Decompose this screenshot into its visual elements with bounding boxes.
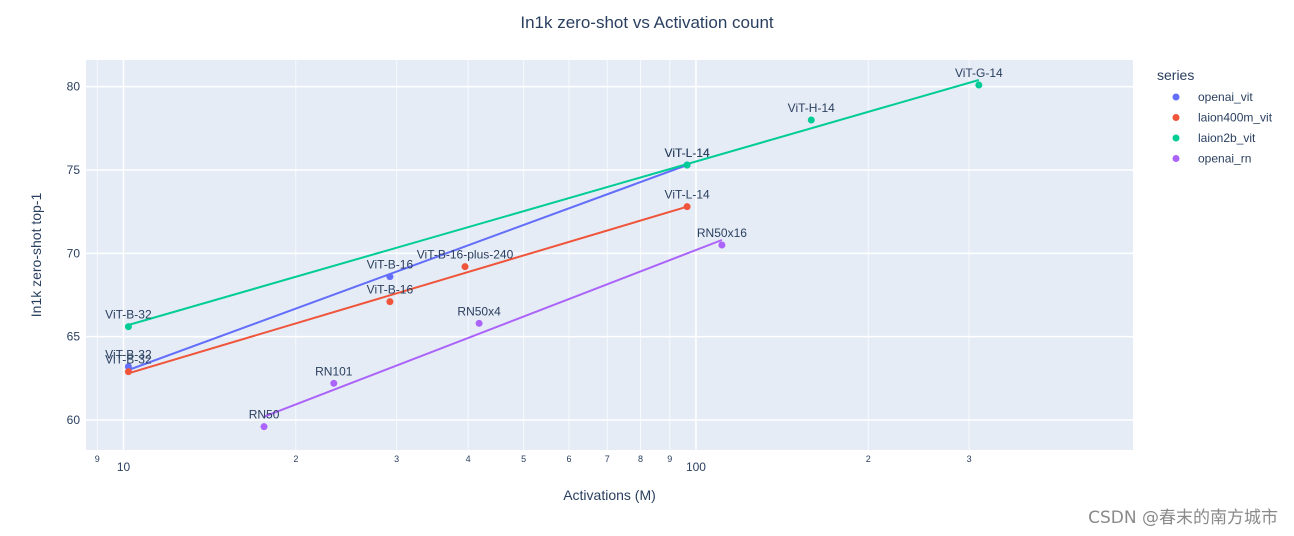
trend-line-laion2b_vit — [128, 79, 980, 326]
point-label: ViT-L-14 — [665, 146, 710, 160]
trend-line-laion400m_vit — [128, 205, 688, 375]
x-minor-tick-label: 3 — [967, 454, 972, 464]
point-label: RN101 — [315, 364, 353, 378]
y-tick-label: 60 — [67, 413, 81, 427]
x-minor-tick-label: 7 — [605, 454, 610, 464]
data-points — [124, 81, 983, 431]
data-point — [124, 323, 132, 331]
x-minor-tick-label: 4 — [466, 454, 471, 464]
data-point — [386, 298, 394, 306]
x-minor-tick-label: 9 — [667, 454, 672, 464]
y-tick-label: 75 — [67, 163, 81, 177]
x-minor-tick-label: 5 — [521, 454, 526, 464]
y-tick-label: 65 — [67, 330, 81, 344]
x-minor-tick-label: 3 — [394, 454, 399, 464]
trend-lines — [128, 79, 980, 418]
point-label: ViT-B-16-plus-240 — [417, 248, 514, 262]
grid — [86, 60, 1133, 450]
legend-label: laion400m_vit — [1198, 111, 1273, 125]
data-point — [475, 319, 483, 327]
point-label: ViT-G-14 — [955, 66, 1003, 80]
point-labels: ViT-B-32 ViT-B-16 ViT-L-14 ViT-B-32 ViT-B-16… — [105, 66, 1003, 422]
y-axis: 60 65 70 75 80 — [67, 80, 81, 427]
data-point — [975, 81, 983, 89]
data-point — [330, 379, 338, 387]
legend-marker — [1172, 93, 1180, 101]
data-point — [124, 368, 132, 376]
point-label: ViT-B-16 — [367, 258, 414, 272]
x-axis: 9 2 3 4 5 6 7 8 9 2 3 10 100 — [95, 454, 972, 474]
x-minor-tick-label: 8 — [638, 454, 643, 464]
point-label: RN50x16 — [697, 226, 747, 240]
x-tick-label: 100 — [686, 460, 706, 474]
trend-line-openai_vit — [128, 164, 688, 371]
plot-area — [86, 60, 1133, 450]
y-tick-label: 70 — [67, 246, 81, 260]
x-minor-tick-label: 2 — [293, 454, 298, 464]
point-label: ViT-B-32 — [105, 308, 152, 322]
x-tick-label: 10 — [117, 460, 131, 474]
y-tick-label: 80 — [67, 80, 81, 94]
point-label: RN50x4 — [457, 304, 501, 318]
x-minor-tick-label: 9 — [95, 454, 100, 464]
x-axis-title: Activations (M) — [563, 487, 656, 503]
data-point — [683, 203, 691, 211]
point-label: ViT-B-32 — [105, 353, 152, 367]
point-label: ViT-L-14 — [665, 188, 710, 202]
legend-label: openai_rn — [1198, 152, 1251, 166]
data-point — [683, 161, 691, 169]
chart-title: In1k zero-shot vs Activation count — [520, 13, 774, 32]
point-label: ViT-B-32 — [105, 348, 152, 362]
trend-line-openai_rn — [263, 239, 723, 418]
legend: series openai_vit laion400m_vit laion2b_vi… — [1157, 67, 1273, 166]
legend-label: laion2b_vit — [1198, 131, 1256, 145]
watermark: CSDN @春末的南方城市 — [1088, 508, 1278, 528]
x-minor-tick-label: 2 — [866, 454, 871, 464]
data-point — [386, 273, 394, 281]
point-label: ViT-H-14 — [788, 101, 835, 115]
data-point — [124, 363, 132, 371]
legend-title: series — [1157, 67, 1194, 83]
data-point — [807, 116, 815, 124]
legend-marker — [1172, 155, 1180, 162]
data-point — [718, 241, 726, 249]
x-minor-tick-label: 6 — [566, 454, 571, 464]
legend-label: openai_vit — [1198, 90, 1253, 104]
y-axis-title: In1k zero-shot top-1 — [28, 193, 44, 318]
legend-marker — [1172, 114, 1180, 121]
legend-marker — [1172, 134, 1180, 142]
data-point — [260, 423, 268, 431]
point-label: RN50 — [249, 408, 280, 422]
point-label: ViT-L-14 — [665, 146, 710, 160]
point-label: ViT-B-16 — [367, 283, 414, 297]
data-point — [461, 263, 469, 271]
